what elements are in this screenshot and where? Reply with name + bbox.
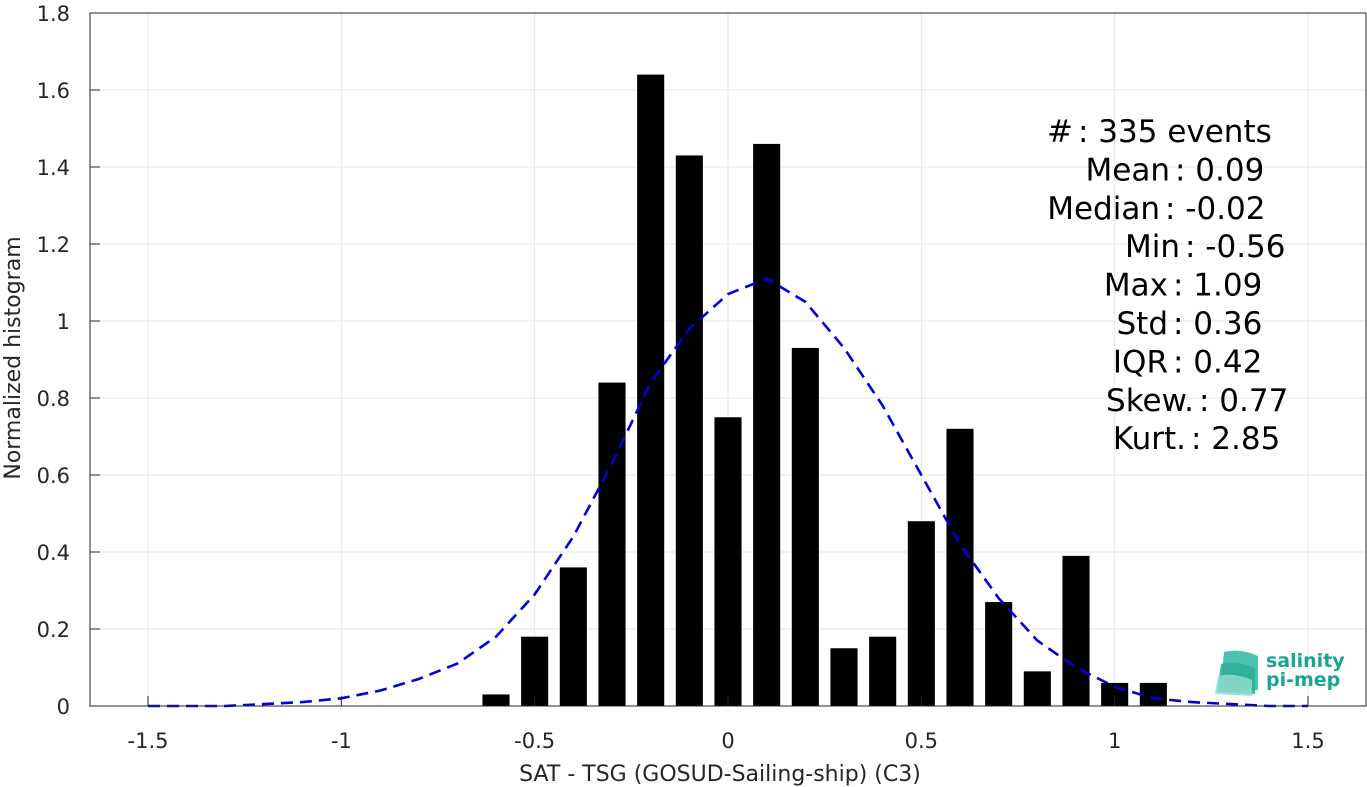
y-tick-label: 0: [57, 695, 70, 719]
histogram-bar: [830, 648, 858, 706]
histogram-bar: [559, 567, 587, 706]
histogram-bar: [482, 694, 510, 706]
histogram-bar: [791, 347, 819, 706]
x-axis-label: SAT - TSG (GOSUD-Sailing-ship) (C3): [519, 762, 921, 787]
stat-label: Median: [1047, 191, 1160, 227]
histogram-bar: [637, 74, 665, 707]
stat-label: #: [1047, 114, 1073, 150]
stat-value: : 2.85: [1191, 421, 1280, 457]
x-tick-label: 1.5: [1291, 729, 1324, 753]
y-tick-label: 0.4: [37, 541, 70, 565]
histogram-bar: [907, 521, 935, 706]
stat-value: : 0.77: [1199, 383, 1288, 419]
histogram-bar: [1023, 671, 1051, 706]
stat-value: : 1.09: [1173, 268, 1262, 304]
stat-value: : 0.09: [1175, 152, 1264, 188]
wave-logo-icon: [1215, 650, 1258, 696]
histogram-bar: [675, 155, 703, 706]
y-tick-label: 1.2: [37, 233, 70, 257]
stat-label: Skew.: [1106, 383, 1194, 419]
histogram-bar: [598, 382, 626, 706]
stat-label: IQR: [1113, 344, 1168, 380]
histogram-bar: [869, 636, 897, 706]
salinity-pimep-logo: salinity pi-mep: [1215, 650, 1345, 696]
y-tick-label: 1.8: [37, 2, 70, 26]
stat-value: : -0.02: [1165, 191, 1266, 227]
y-tick-label: 0.2: [37, 618, 70, 642]
stat-label: Min: [1125, 229, 1180, 265]
histogram-bar: [985, 602, 1013, 706]
logo-line1: salinity: [1266, 650, 1345, 672]
stat-label: Mean: [1086, 152, 1170, 188]
y-tick-label: 1: [57, 310, 70, 334]
histogram-bars: [482, 74, 1167, 707]
histogram-bar: [1062, 555, 1090, 706]
y-tick-label: 0.6: [37, 464, 70, 488]
histogram-bar: [753, 143, 781, 706]
stat-label: Max: [1104, 268, 1168, 304]
histogram-bar: [946, 428, 974, 706]
y-tick-label: 1.6: [37, 79, 70, 103]
stat-value: : -0.56: [1185, 229, 1286, 265]
histogram-bar: [521, 636, 549, 706]
x-tick-label: 1: [1108, 729, 1121, 753]
logo-line2: pi-mep: [1266, 669, 1340, 691]
x-tick-label: -0.5: [514, 729, 555, 753]
stat-label: Std: [1116, 306, 1168, 342]
x-tick-label: 0: [721, 729, 734, 753]
stat-value: : 335 events: [1078, 114, 1272, 150]
y-axis-ticks: 0 0.2 0.4 0.6 0.8 1 1.2 1.4 1.6 1.8: [37, 2, 100, 719]
histogram-bar: [714, 417, 742, 706]
x-tick-label: -1: [331, 729, 352, 753]
y-tick-label: 0.8: [37, 387, 70, 411]
x-tick-label: 0.5: [905, 729, 938, 753]
stat-label: Kurt.: [1113, 421, 1186, 457]
stat-value: : 0.42: [1173, 344, 1262, 380]
y-tick-label: 1.4: [37, 156, 70, 180]
stat-value: : 0.36: [1173, 306, 1262, 342]
x-tick-label: -1.5: [128, 729, 169, 753]
x-axis-ticks: -1.5 -1 -0.5 0 0.5 1 1.5: [128, 696, 1325, 753]
y-axis-label: Normalized histogram: [1, 236, 26, 479]
